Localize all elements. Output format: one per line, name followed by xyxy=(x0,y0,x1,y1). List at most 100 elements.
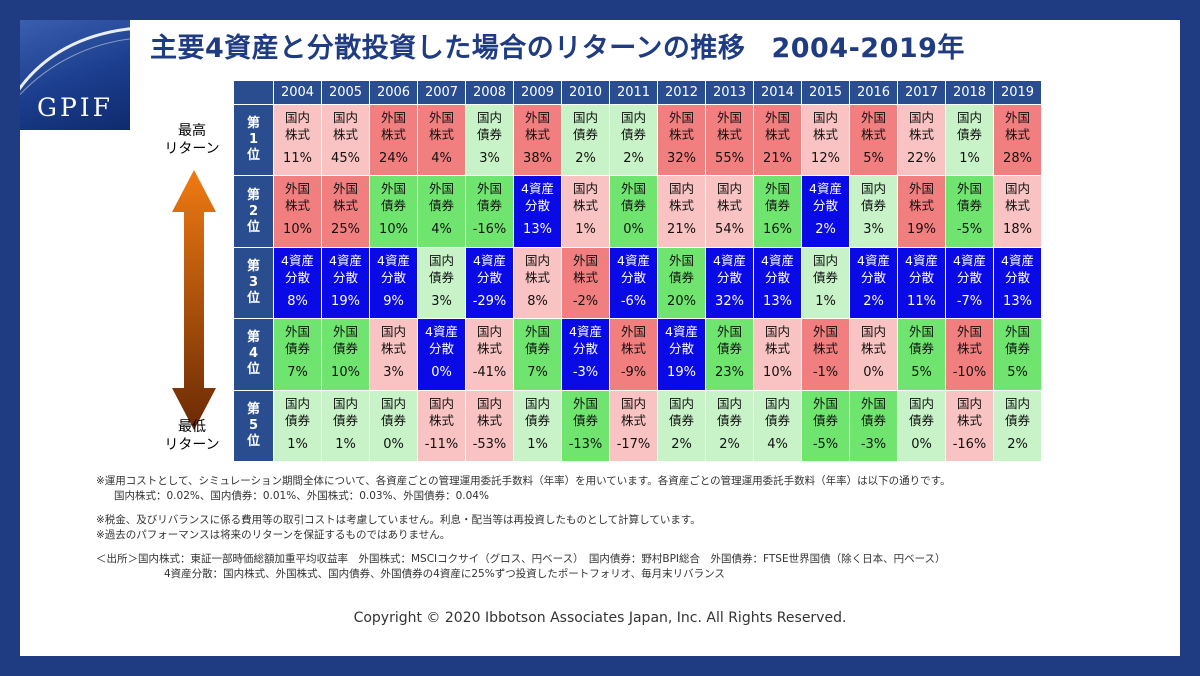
return-value: -5% xyxy=(812,436,839,452)
asset-label: 外国 xyxy=(956,324,982,340)
asset-label: 外国 xyxy=(668,110,694,125)
asset-label-suffix: 債券 xyxy=(812,269,838,285)
asset-label: 国内 xyxy=(620,395,646,411)
return-cell: 外国 株式 21% xyxy=(753,103,802,177)
return-value: 13% xyxy=(523,222,552,238)
copyright: Copyright © 2020 Ibbotson Associates Jap… xyxy=(353,610,847,626)
return-value: 4% xyxy=(431,151,452,166)
asset-label-suffix: 分散 xyxy=(812,198,838,214)
asset-label: 国内 xyxy=(284,110,310,125)
asset-label: 外国 xyxy=(668,252,694,268)
asset-label-suffix: 債券 xyxy=(620,127,646,142)
return-cell: 外国 株式 19% xyxy=(897,175,946,248)
return-value: 2% xyxy=(623,151,644,166)
asset-label: 外国 xyxy=(764,110,790,125)
return-cell: 外国 株式 55% xyxy=(705,103,754,177)
asset-label-suffix: 分散 xyxy=(908,269,934,285)
asset-label: 外国 xyxy=(332,324,358,340)
asset-label-suffix: 債券 xyxy=(956,127,982,142)
return-cell: 外国 債券 -13% xyxy=(561,389,610,463)
asset-label: 国内 xyxy=(476,110,502,125)
note-fees: 国内株式：0.02%、国内債券：0.01%、外国株式：0.03%、外国債券：0.… xyxy=(114,490,489,502)
return-cell: 国内 債券 1% xyxy=(513,389,562,463)
return-cell: 外国 債券 5% xyxy=(993,318,1042,391)
asset-label: 外国 xyxy=(572,252,598,268)
asset-label-suffix: 債券 xyxy=(860,198,886,214)
asset-label: 国内 xyxy=(716,395,742,411)
year-header-2010: 2010 xyxy=(561,80,610,105)
asset-label-suffix: 債券 xyxy=(668,412,694,428)
return-cell: 4資産 分散 19% xyxy=(657,318,706,391)
return-cell: 国内 株式 -53% xyxy=(465,389,514,463)
return-cell: 4資産 分散 8% xyxy=(273,246,322,320)
return-value: -2% xyxy=(572,293,599,309)
asset-label: 外国 xyxy=(812,324,838,340)
asset-label: 4資産 xyxy=(617,252,650,268)
year-header-2011: 2011 xyxy=(609,80,658,105)
asset-label: 外国 xyxy=(764,181,790,197)
worst-return-label: 最低 リターン xyxy=(160,418,224,454)
asset-label: 外国 xyxy=(908,181,934,197)
asset-label-suffix: 債券 xyxy=(860,412,886,428)
return-value: 11% xyxy=(283,151,312,166)
asset-label-suffix: 分散 xyxy=(764,269,790,285)
asset-label-suffix: 分散 xyxy=(476,269,502,285)
return-cell: 国内 株式 -41% xyxy=(465,318,514,391)
asset-label-suffix: 株式 xyxy=(380,127,406,142)
asset-label-suffix: 株式 xyxy=(860,341,886,357)
return-value: 2% xyxy=(575,151,596,166)
asset-label-suffix: 債券 xyxy=(764,198,790,214)
return-value: 23% xyxy=(715,365,744,381)
return-value: 10% xyxy=(379,222,408,238)
worst-return-line1: 最低 xyxy=(178,419,206,435)
return-value: 2% xyxy=(1007,436,1028,452)
logo-swoosh-icon xyxy=(20,27,130,96)
asset-label: 4資産 xyxy=(329,252,362,268)
asset-label: 外国 xyxy=(428,181,454,197)
return-cell: 4資産 分散 -29% xyxy=(465,246,514,320)
asset-label-suffix: 株式 xyxy=(476,341,502,357)
return-value: -29% xyxy=(472,293,507,309)
asset-label-suffix: 株式 xyxy=(284,127,310,142)
return-cell: 国内 株式 12% xyxy=(801,103,850,177)
return-value: 28% xyxy=(1003,151,1032,166)
return-cell: 外国 債券 10% xyxy=(321,318,370,391)
year-header-2007: 2007 xyxy=(417,80,466,105)
return-value: 5% xyxy=(863,151,884,166)
return-value: 0% xyxy=(863,365,884,381)
asset-label: 外国 xyxy=(860,110,886,125)
return-value: 4% xyxy=(767,436,788,452)
asset-label-suffix: 株式 xyxy=(476,412,502,428)
return-cell: 国内 債券 1% xyxy=(321,389,370,463)
return-cell: 外国 株式 -2% xyxy=(561,246,610,320)
return-cell: 国内 債券 1% xyxy=(945,103,994,177)
return-cell: 外国 株式 28% xyxy=(993,103,1042,177)
rank-row-1: 第 1 位国内 株式 11% 国内 株式 45% 外国 株式 24% 外国 株式 4% 国内 債券 3% 外国 株式… xyxy=(233,103,1042,177)
asset-label-suffix: 債券 xyxy=(284,412,310,428)
return-value: -53% xyxy=(472,436,507,452)
asset-label: 4資産 xyxy=(569,324,602,340)
return-value: 3% xyxy=(431,293,452,309)
return-cell: 外国 債券 10% xyxy=(369,175,418,248)
note-sources: ＜出所＞国内株式：東証一部時価総額加重平均収益率 外国株式：MSCIコクサイ（グ… xyxy=(96,553,946,565)
return-cell: 国内 株式 -16% xyxy=(945,389,994,463)
rank-row-3: 第 3 位 4資産 分散 8% 4資産 分散 19% 4資産 分散 9% 国内 債券 3% 4資産 分散 -29%… xyxy=(233,246,1042,320)
asset-label: 外国 xyxy=(812,395,838,411)
asset-label-suffix: 債券 xyxy=(572,412,598,428)
asset-label: 外国 xyxy=(860,395,886,411)
asset-label: 外国 xyxy=(476,181,502,197)
year-header-row: 2004 2005 2006 2007 2008 2009 2010 2011 2012 2013… xyxy=(233,80,1042,105)
return-value: 11% xyxy=(907,293,936,309)
asset-label: 国内 xyxy=(668,395,694,411)
asset-label: 国内 xyxy=(860,181,886,197)
asset-label: 外国 xyxy=(1004,110,1030,125)
best-return-line2: リターン xyxy=(164,141,220,157)
return-cell: 国内 債券 4% xyxy=(753,389,802,463)
return-value: 1% xyxy=(815,293,836,309)
year-header-2006: 2006 xyxy=(369,80,418,105)
year-header-2016: 2016 xyxy=(849,80,898,105)
asset-label-suffix: 株式 xyxy=(524,127,550,142)
asset-label-suffix: 債券 xyxy=(764,412,790,428)
